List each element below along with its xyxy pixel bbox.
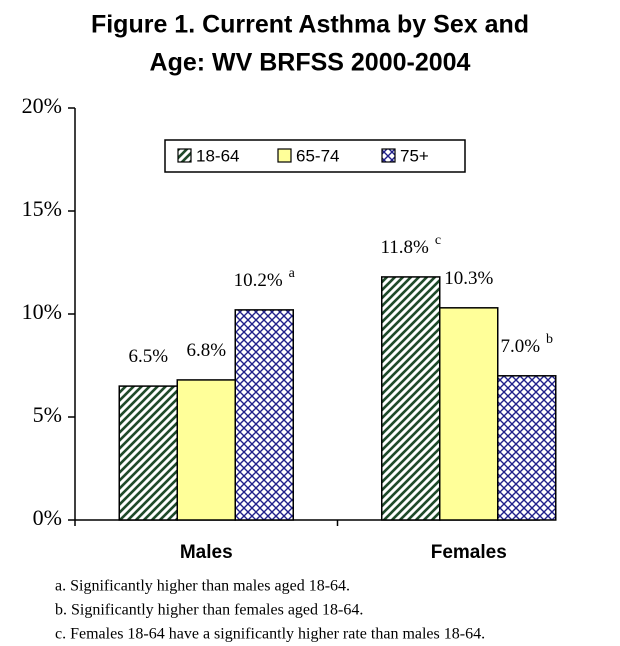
data-label-text: 7.0% bbox=[500, 336, 540, 357]
bar bbox=[234, 309, 294, 521]
footnote: a. Significantly higher than males aged … bbox=[55, 578, 350, 595]
x-tick-label: Males bbox=[180, 542, 233, 563]
y-tick-label: 5% bbox=[33, 402, 62, 427]
legend-box bbox=[164, 139, 466, 173]
data-label: 7.0% b bbox=[500, 332, 553, 357]
x-tick-label: Females bbox=[431, 542, 507, 563]
data-label-note: c bbox=[435, 233, 441, 248]
bar bbox=[118, 385, 178, 521]
bar bbox=[381, 276, 441, 521]
footnote: c. Females 18-64 have a significantly hi… bbox=[55, 626, 485, 643]
y-tick-label: 15% bbox=[22, 196, 62, 221]
legend-label: 75+ bbox=[400, 146, 429, 165]
bar bbox=[439, 307, 499, 521]
data-label-text: 6.8% bbox=[186, 340, 226, 361]
data-label-text: 10.2% bbox=[234, 270, 283, 291]
legend-label: 18-64 bbox=[196, 146, 239, 165]
footnote: b. Significantly higher than females age… bbox=[55, 602, 363, 619]
data-label: 10.2% a bbox=[234, 266, 296, 291]
y-tick-label: 0% bbox=[33, 505, 62, 530]
legend: 18-64 65-74 75+ bbox=[164, 139, 466, 173]
legend-swatch bbox=[381, 148, 396, 163]
data-label: 6.8% bbox=[186, 340, 226, 361]
data-label-text: 10.3% bbox=[444, 268, 493, 289]
data-label-note: b bbox=[546, 332, 553, 347]
data-label-text: 6.5% bbox=[128, 346, 168, 367]
data-label: 10.3% bbox=[444, 268, 493, 289]
legend-swatch bbox=[177, 148, 192, 163]
legend-label: 65-74 bbox=[296, 146, 339, 165]
chart-title: Figure 1. Current Asthma by Sex and bbox=[91, 11, 529, 39]
bar bbox=[176, 379, 236, 521]
chart-title: Age: WV BRFSS 2000-2004 bbox=[150, 49, 471, 77]
y-tick-label: 20% bbox=[22, 93, 62, 118]
data-label: 11.8% c bbox=[380, 233, 441, 258]
data-label-text: 11.8% bbox=[380, 237, 429, 258]
data-label: 6.5% bbox=[128, 346, 168, 367]
legend-swatch bbox=[277, 148, 292, 163]
bar bbox=[497, 375, 557, 521]
data-label-note: a bbox=[289, 266, 296, 281]
y-tick-label: 10% bbox=[22, 299, 62, 324]
